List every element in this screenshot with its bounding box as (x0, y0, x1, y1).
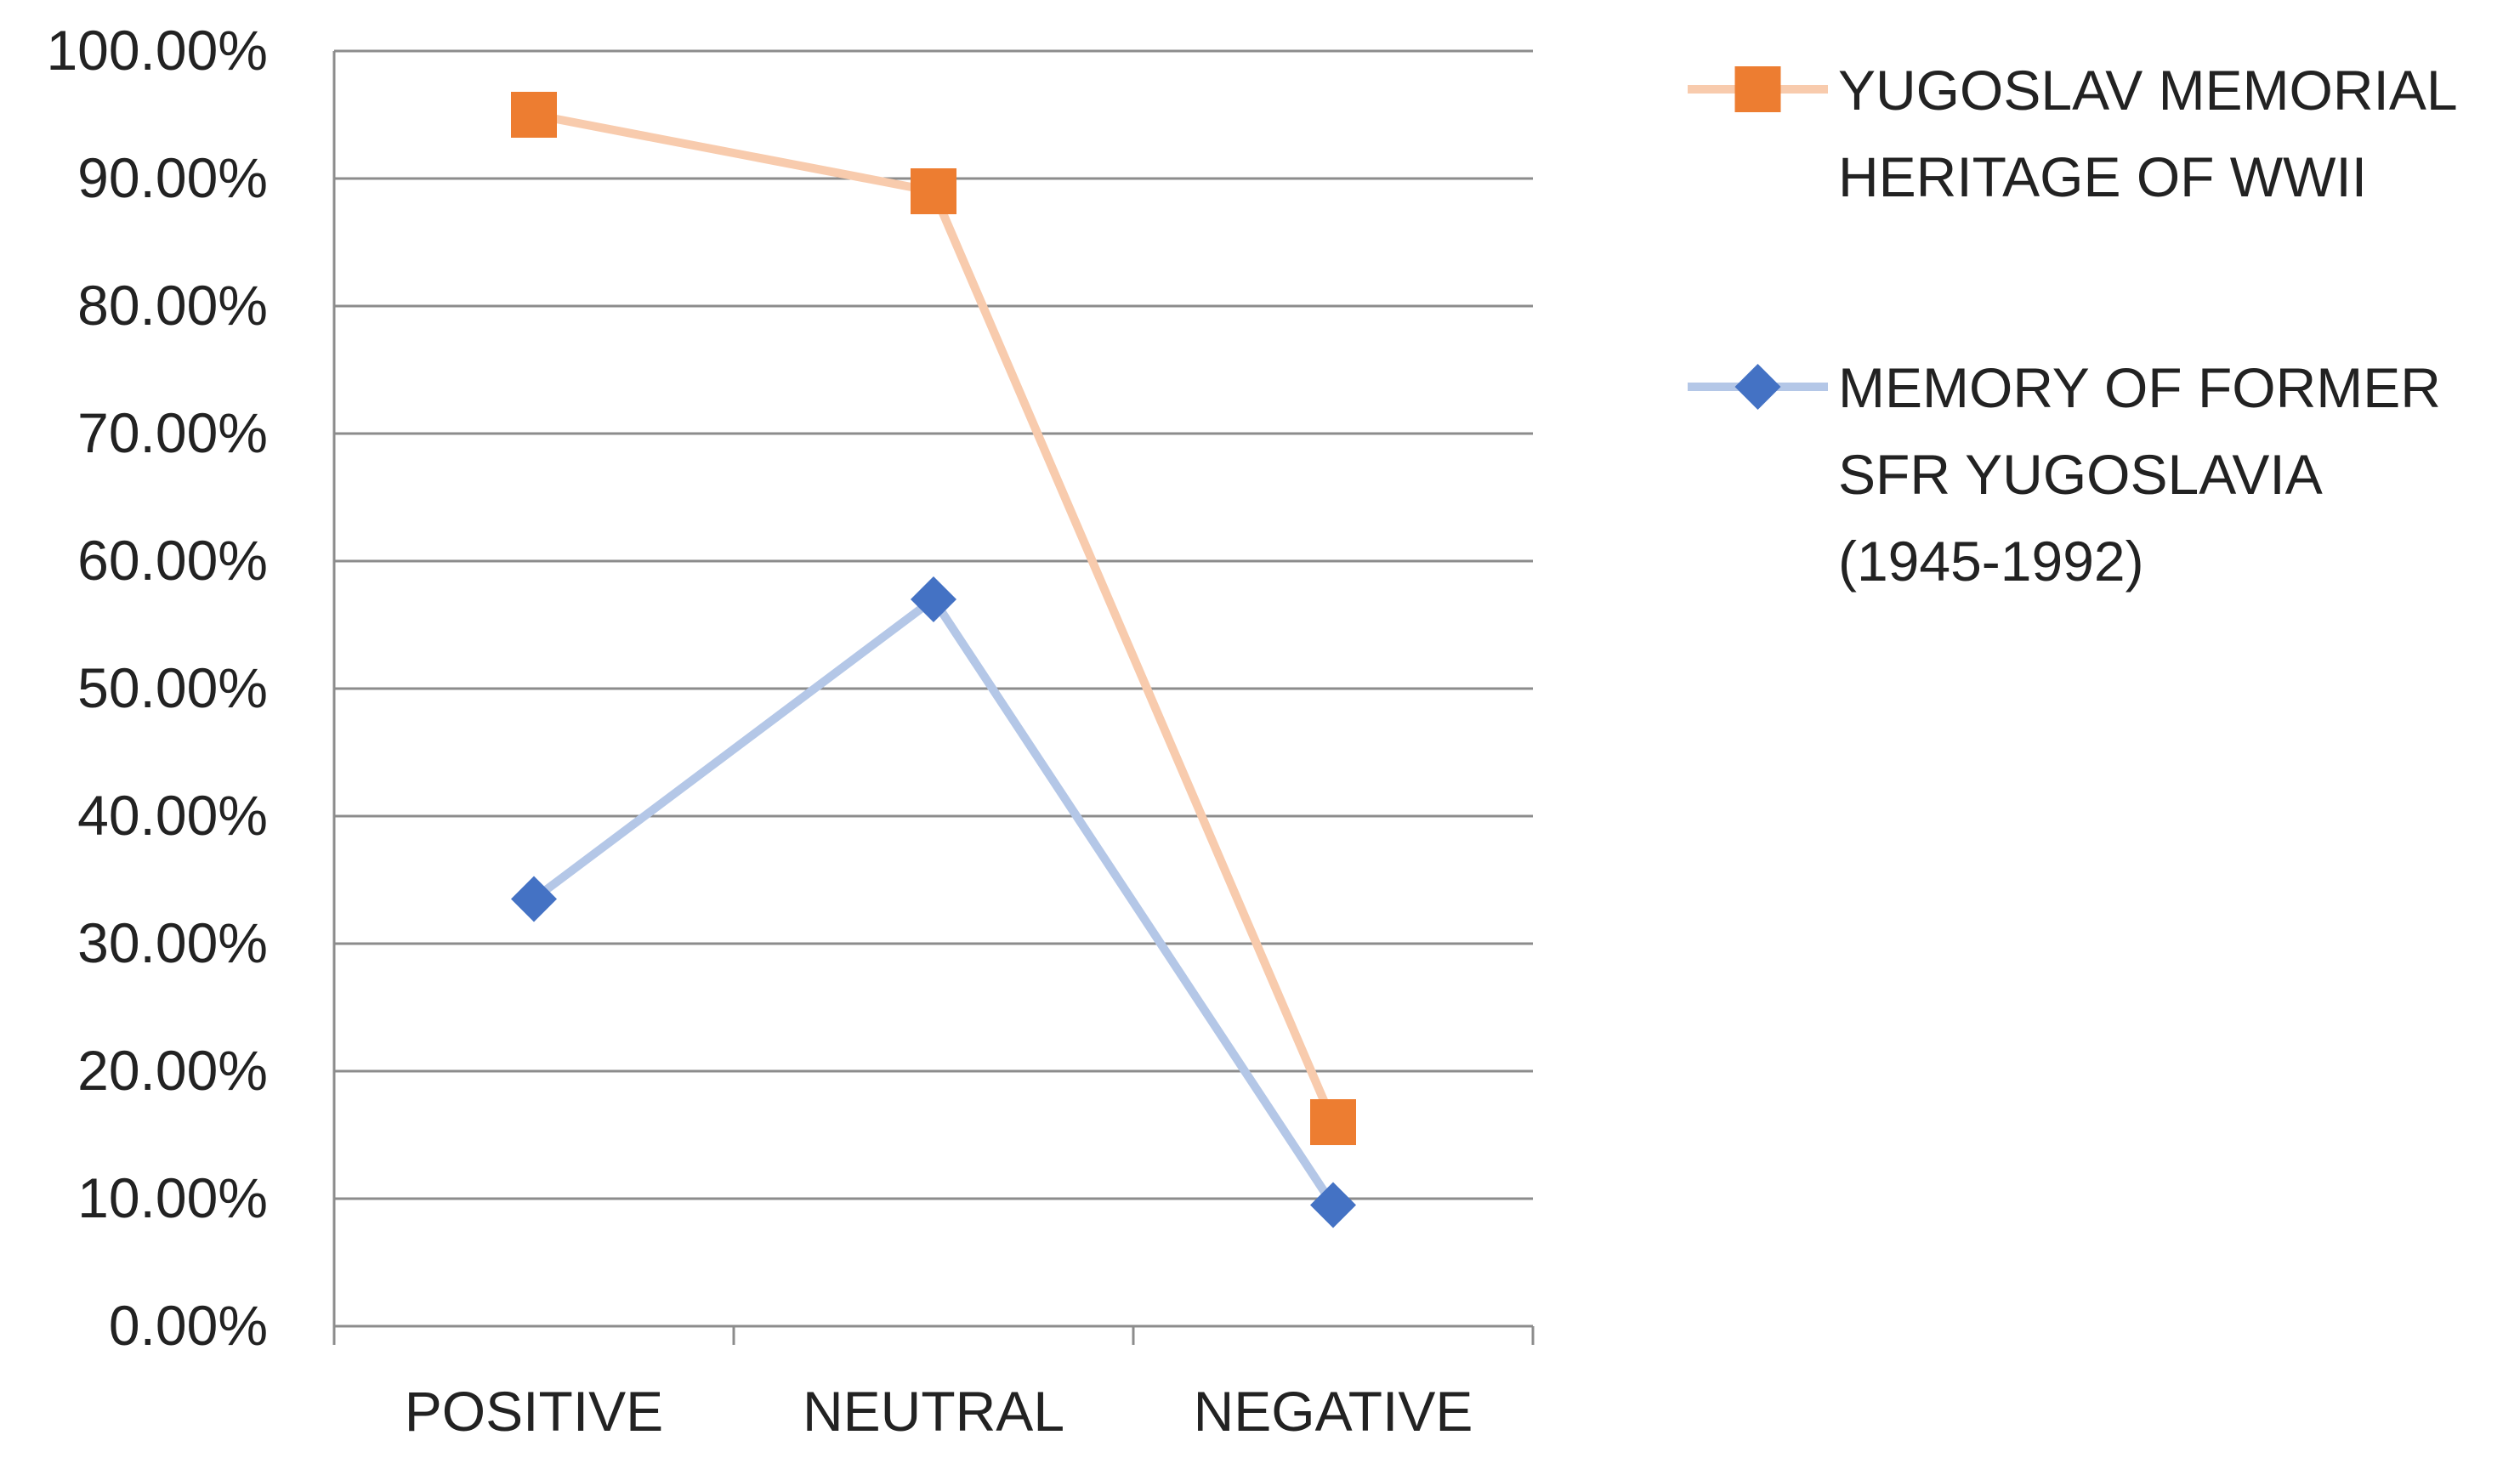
y-tick-label: 20.00% (77, 1039, 268, 1102)
series-line-2 (531, 595, 1337, 1208)
y-tick-label: 0.00% (109, 1294, 268, 1357)
y-tick-label: 40.00% (77, 784, 268, 847)
legend-label: (1945-1992) (1838, 530, 2144, 593)
x-tick-label: NEUTRAL (803, 1380, 1064, 1443)
y-tick-label: 10.00% (77, 1166, 268, 1229)
legend: YUGOSLAV MEMORIAL HERITAGE OF WWII MEMORY … (1688, 59, 2458, 593)
y-tick-label: 30.00% (77, 911, 268, 974)
legend-label: MEMORY OF FORMER (1838, 356, 2441, 419)
gridlines (334, 49, 1533, 1328)
y-tick-label: 60.00% (77, 529, 268, 592)
series-lines (511, 92, 1356, 1228)
series-1-point (911, 168, 956, 214)
y-tick-label: 100.00% (46, 19, 268, 82)
legend-label: SFR YUGOSLAVIA (1838, 443, 2323, 506)
series-1-point (1310, 1099, 1356, 1145)
y-tick-label: 90.00% (77, 146, 268, 209)
legend-swatch-marker-1 (1734, 66, 1781, 112)
x-tick-label: POSITIVE (405, 1380, 663, 1443)
y-tick-label: 50.00% (77, 656, 268, 719)
legend-swatch-marker-2 (1734, 364, 1781, 410)
x-tick-label: NEGATIVE (1194, 1380, 1473, 1443)
series-2-point (911, 576, 956, 622)
x-axis-tick-labels: POSITIVE NEUTRAL NEGATIVE (405, 1380, 1473, 1443)
series-1-point (511, 92, 557, 138)
x-axis (332, 51, 1535, 1345)
series-2-point (511, 876, 557, 922)
series-2-point (1310, 1182, 1356, 1228)
y-tick-label: 80.00% (77, 274, 268, 337)
legend-label: YUGOSLAV MEMORIAL (1838, 59, 2458, 122)
y-axis-tick-labels: 0.00% 10.00% 20.00% 30.00% 40.00% 50.00% 60.00… (46, 19, 268, 1357)
legend-label: HERITAGE OF WWII (1838, 145, 2367, 208)
y-tick-label: 70.00% (77, 401, 268, 464)
